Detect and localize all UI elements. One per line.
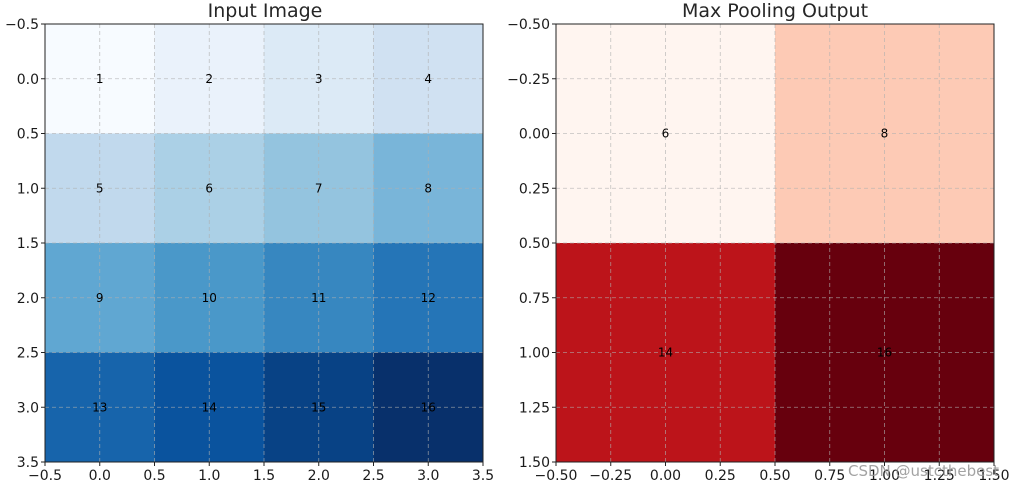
cell-value-label: 12	[421, 291, 436, 305]
y-tick-label: 0.5	[17, 127, 39, 143]
cell-value-label: 4	[424, 72, 432, 86]
y-tick-label: −0.25	[507, 72, 550, 88]
y-tick-label: −0.5	[5, 17, 39, 33]
cell-value-label: 15	[311, 400, 326, 414]
x-tick-label: 3.5	[472, 468, 494, 484]
y-tick-label: 2.5	[17, 346, 39, 362]
x-tick-label: −0.25	[589, 468, 632, 484]
y-tick-label: 1.0	[17, 181, 39, 197]
cell-value-label: 5	[96, 181, 104, 195]
cell-value-label: 8	[424, 181, 432, 195]
y-tick-label: 3.0	[17, 400, 39, 416]
y-tick-label: 0.00	[519, 127, 550, 143]
y-tick-label: 3.5	[17, 455, 39, 471]
y-tick-label: 1.50	[519, 455, 550, 471]
y-tick-label: 0.0	[17, 72, 39, 88]
x-tick-label: 1.50	[978, 468, 1009, 484]
cell-value-label: 14	[658, 346, 673, 360]
cell-value-label: 1	[96, 72, 104, 86]
watermark: CSDN @ustcthebest	[848, 462, 999, 480]
cell-value-label: 16	[421, 400, 436, 414]
x-tick-label: 1.25	[924, 468, 955, 484]
y-tick-label: 1.00	[519, 346, 550, 362]
y-tick-label: 0.25	[519, 181, 550, 197]
x-tick-label: 0.50	[759, 468, 790, 484]
cell-value-label: 2	[205, 72, 213, 86]
x-tick-label: 0.5	[143, 468, 165, 484]
x-tick-label: −0.5	[28, 468, 62, 484]
cell-value-label: 6	[205, 181, 213, 195]
cell-value-label: 6	[662, 127, 670, 141]
x-tick-label: 2.0	[308, 468, 330, 484]
input-image-title: Input Image	[208, 0, 323, 22]
y-tick-label: 0.75	[519, 291, 550, 307]
cell-value-label: 13	[92, 400, 107, 414]
x-tick-label: 0.0	[89, 468, 111, 484]
cell-value-label: 11	[311, 291, 326, 305]
cell-value-label: 3	[315, 72, 323, 86]
x-tick-label: 3.0	[417, 468, 439, 484]
max-pooling-title: Max Pooling Output	[682, 0, 868, 22]
y-tick-label: 1.5	[17, 236, 39, 252]
y-tick-label: −0.50	[507, 17, 550, 33]
x-tick-label: 0.25	[705, 468, 736, 484]
cell-value-label: 9	[96, 291, 104, 305]
x-tick-label: 0.75	[814, 468, 845, 484]
x-tick-label: 0.00	[650, 468, 681, 484]
y-tick-label: 2.0	[17, 291, 39, 307]
cell-value-label: 8	[881, 127, 889, 141]
x-tick-label: 1.5	[253, 468, 275, 484]
x-tick-label: 1.0	[198, 468, 220, 484]
x-tick-label: 2.5	[362, 468, 384, 484]
x-tick-label: −0.50	[535, 468, 578, 484]
x-tick-label: 1.00	[869, 468, 900, 484]
y-tick-label: 0.50	[519, 236, 550, 252]
y-tick-label: 1.25	[519, 400, 550, 416]
cell-value-label: 16	[877, 346, 892, 360]
max-pooling-panel: Max Pooling Output 6 8 14 16 −0.50 −0.50 −0.25…	[507, 0, 1009, 484]
cell-value-label: 7	[315, 181, 323, 195]
cell-value-label: 14	[202, 400, 217, 414]
cell-value-label: 10	[202, 291, 217, 305]
